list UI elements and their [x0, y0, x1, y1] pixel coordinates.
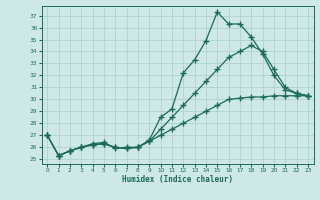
X-axis label: Humidex (Indice chaleur): Humidex (Indice chaleur) [122, 175, 233, 184]
